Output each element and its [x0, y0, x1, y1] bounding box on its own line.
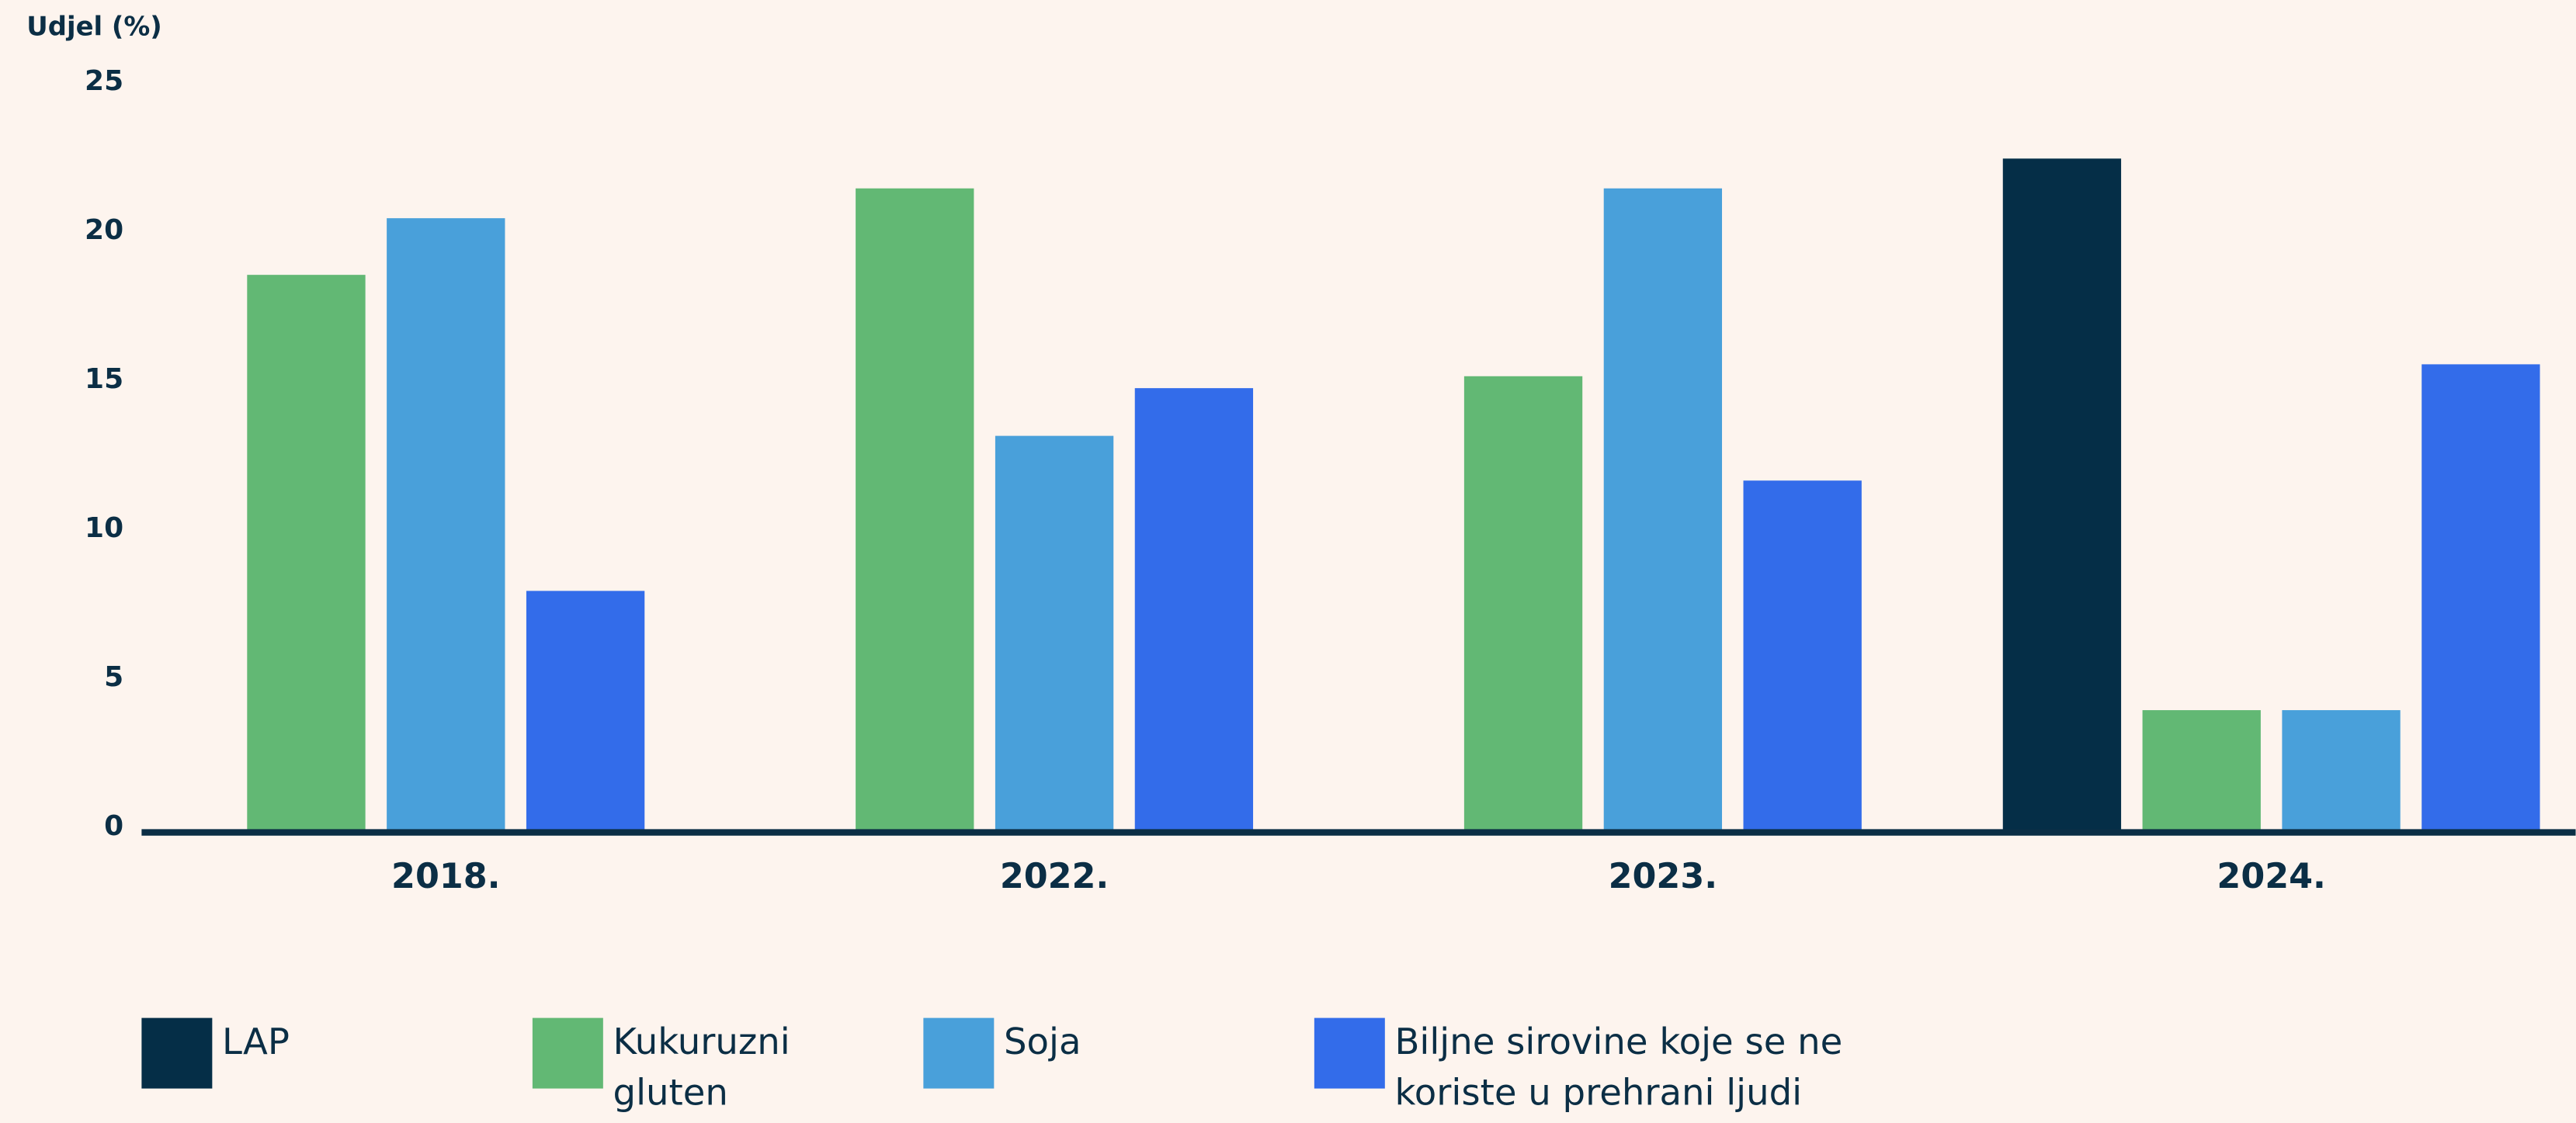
x-tick-label: 2023. [1609, 857, 1717, 896]
bar [1743, 480, 1862, 833]
y-axis-label: Udjel (%) [26, 11, 161, 41]
legend-label: Kukuruzni gluten [613, 1022, 790, 1115]
x-tick-label: 2018. [391, 857, 500, 896]
y-tick-label: 10 [85, 512, 123, 544]
bar [1603, 188, 1723, 833]
y-tick-label: 25 [85, 65, 123, 97]
bar [995, 435, 1114, 833]
legend-item: LAP [222, 1022, 290, 1064]
bar [387, 218, 505, 833]
bar [2142, 710, 2261, 833]
bar [2002, 158, 2122, 833]
y-tick-label: 20 [85, 214, 123, 246]
y-tick-label: 5 [104, 661, 123, 693]
legend-label: Biljne sirovine koje se ne koriste u pre… [1394, 1022, 1843, 1115]
legend-swatch [1314, 1017, 1385, 1089]
y-tick-label: 15 [85, 363, 123, 395]
bar [1463, 376, 1583, 833]
bar [2282, 710, 2401, 833]
y-tick-label: 0 [104, 810, 123, 842]
legend-label: Soja [1004, 1022, 1081, 1064]
legend-label: LAP [222, 1022, 290, 1064]
legend-item: Biljne sirovine koje se ne koriste u pre… [1394, 1022, 1843, 1115]
x-tick-label: 2022. [1000, 857, 1109, 896]
legend-item: Kukuruzni gluten [613, 1022, 790, 1115]
bar [856, 188, 974, 833]
legend-swatch [923, 1017, 995, 1089]
bar [247, 275, 366, 833]
bar [526, 591, 645, 833]
legend-swatch [141, 1017, 213, 1089]
legend-swatch [532, 1017, 603, 1089]
legend-item: Soja [1004, 1022, 1081, 1064]
bar [1134, 388, 1254, 833]
bar [2422, 364, 2540, 833]
x-tick-label: 2024. [2217, 857, 2325, 896]
